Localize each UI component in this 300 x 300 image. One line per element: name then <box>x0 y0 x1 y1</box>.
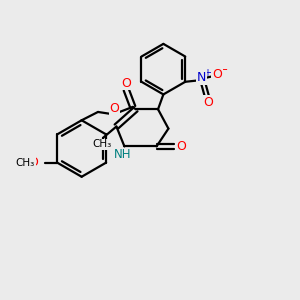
Text: +: + <box>203 68 211 78</box>
Text: O: O <box>110 103 119 116</box>
Text: N: N <box>197 71 206 84</box>
Text: O: O <box>121 76 131 90</box>
Text: CH₃: CH₃ <box>16 158 35 168</box>
Text: O: O <box>28 156 38 169</box>
Text: CH₃: CH₃ <box>92 140 111 149</box>
Text: NH: NH <box>114 148 132 161</box>
Text: O: O <box>203 96 213 109</box>
Text: −: − <box>219 65 228 75</box>
Text: O: O <box>212 68 222 81</box>
Text: O: O <box>176 140 186 153</box>
